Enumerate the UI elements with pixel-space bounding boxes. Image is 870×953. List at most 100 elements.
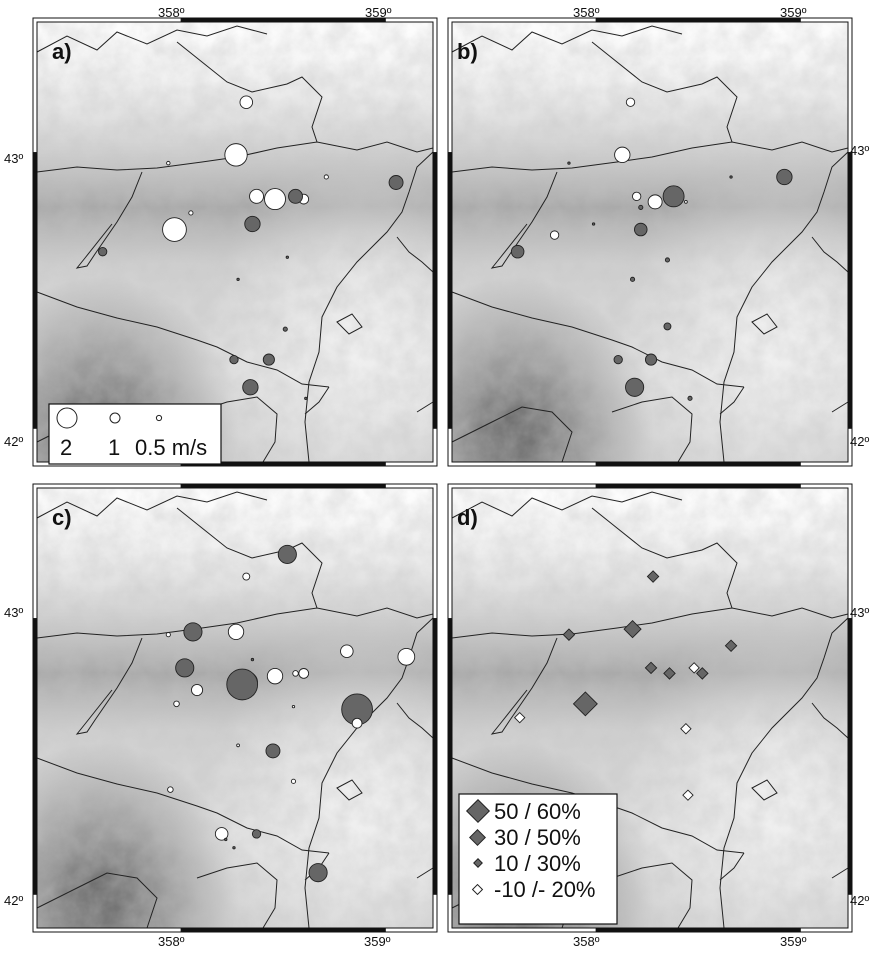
marker-circle-13	[250, 657, 255, 662]
frame-scale-bar	[33, 152, 37, 429]
xtick-top-left-359: 359º	[365, 5, 392, 20]
marker-diamond-2	[562, 628, 576, 641]
marker-circle-12	[664, 257, 670, 263]
marker-circle-22	[167, 786, 174, 793]
legend-diamond-medium	[469, 829, 486, 846]
border-line	[36, 25, 268, 53]
legend-diamond-open	[471, 883, 484, 896]
marker-circle-0	[277, 544, 297, 564]
panel-label: c)	[52, 505, 72, 530]
marker-circle-21	[290, 778, 297, 784]
frame-scale-bar	[595, 18, 801, 22]
legend-label-neg: -10 /- 20%	[494, 877, 596, 902]
border-line	[196, 862, 278, 929]
legend-circle-medium	[109, 412, 121, 424]
frame-scale-bar	[180, 18, 386, 22]
marker-circle-8	[188, 210, 194, 216]
ytick-b-42: 42º	[850, 434, 869, 449]
ytick-a-43: 43º	[4, 151, 23, 166]
marker-circle-4	[165, 632, 171, 638]
border-line	[611, 862, 693, 929]
xtick-top-right-359: 359º	[780, 5, 807, 20]
panel-frame	[32, 483, 438, 933]
border-line	[451, 491, 683, 519]
border-line	[451, 607, 849, 639]
border-line	[451, 141, 849, 173]
border-line	[75, 637, 143, 735]
marker-circle-16	[229, 354, 239, 365]
legend-label-2: 2	[60, 435, 72, 460]
panel-c: c)	[32, 483, 438, 933]
relief-background	[452, 22, 848, 462]
marker-circle-4	[662, 185, 685, 208]
marker-circle-18	[242, 379, 259, 396]
border-line	[451, 757, 745, 854]
border-line	[719, 386, 745, 415]
marker-circle-14	[663, 322, 672, 331]
marker-diamond-4	[663, 667, 676, 680]
border-line	[416, 401, 434, 413]
ytick-c-43: 43º	[4, 605, 23, 620]
panel-b: b)	[447, 17, 853, 467]
border-line	[396, 236, 434, 273]
legend-diamond-small	[473, 858, 483, 868]
marker-circle-14	[340, 644, 354, 659]
border-line	[751, 779, 778, 801]
border-line	[719, 617, 849, 929]
border-line	[611, 396, 693, 463]
marker-circle-11	[388, 175, 404, 190]
relief-texture	[37, 488, 433, 928]
border-line	[36, 607, 434, 639]
frame-scale-bar	[433, 618, 437, 895]
marker-circle-12	[98, 247, 108, 257]
border-line	[36, 491, 268, 519]
legend-label-0-5: 0.5 m/s	[135, 435, 207, 460]
legend-circle-small	[155, 414, 163, 422]
border-line	[490, 171, 558, 269]
border-line	[396, 702, 434, 739]
legend-box: 2 1 0.5 m/s	[48, 403, 222, 465]
frame-scale-bar	[595, 484, 801, 488]
marker-circle-9	[226, 668, 259, 701]
marker-circle-11	[292, 670, 299, 677]
marker-circle-16	[729, 175, 733, 179]
marker-diamond-7	[724, 639, 738, 653]
border-line	[591, 507, 738, 609]
marker-circle-7	[567, 161, 571, 165]
marker-layer	[513, 570, 738, 801]
legend-label-10-30: 10 / 30%	[494, 851, 581, 876]
marker-circle-17	[613, 354, 623, 365]
border-line	[591, 41, 738, 143]
marker-circle-0	[625, 97, 636, 107]
frame-scale-bar	[448, 152, 452, 429]
relief-background	[37, 22, 433, 462]
border-line	[719, 151, 849, 463]
legend-label-30-50: 30 / 50%	[494, 825, 581, 850]
marker-diamond-9	[513, 711, 526, 724]
panel-frame	[447, 483, 853, 933]
panel-label: d)	[457, 505, 478, 530]
ytick-d-42: 42º	[850, 893, 869, 908]
marker-circle-6	[638, 204, 644, 210]
border-line	[336, 779, 363, 801]
marker-layer	[98, 95, 404, 401]
marker-diamond-11	[682, 789, 694, 801]
relief-background	[37, 488, 433, 928]
border-line	[304, 386, 330, 415]
panel-frame	[32, 17, 438, 467]
marker-circle-11	[510, 244, 525, 259]
marker-circle-4	[249, 188, 264, 204]
marker-circle-19	[625, 377, 645, 397]
border-line	[36, 291, 330, 388]
marker-circle-5	[175, 658, 195, 678]
panel-frame	[447, 17, 853, 467]
border-line	[451, 291, 745, 388]
marker-diamond-5	[688, 662, 700, 674]
marker-circle-14	[236, 277, 240, 282]
border-line	[36, 141, 434, 173]
ytick-a-42: 42º	[4, 434, 23, 449]
relief-texture	[37, 22, 433, 462]
xtick-top-left-358: 358º	[158, 5, 185, 20]
marker-circle-20	[236, 743, 240, 748]
marker-layer	[510, 97, 793, 401]
